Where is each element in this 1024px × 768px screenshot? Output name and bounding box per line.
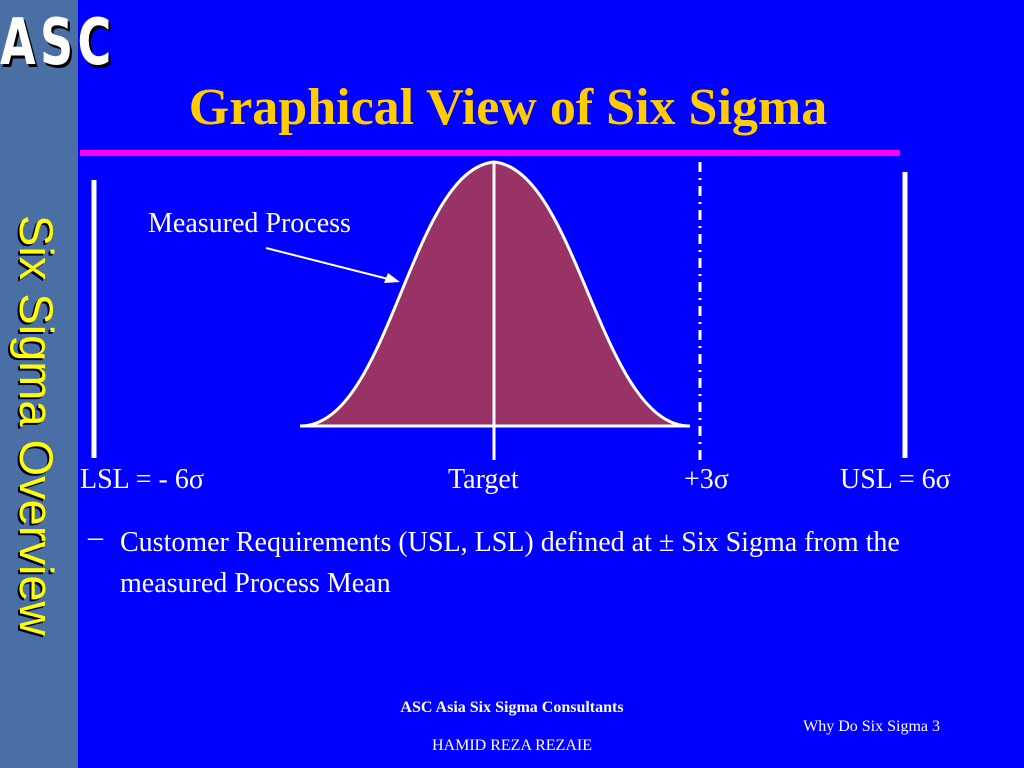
footer-author: HAMID REZA REZAIE	[432, 737, 592, 754]
bullet-text: Customer Requirements (USL, LSL) defined…	[120, 527, 900, 599]
title-underline	[80, 150, 900, 156]
footer-company: ASC Asia Six Sigma Consultants	[400, 699, 624, 716]
slide-title: Graphical View of Six Sigma	[188, 79, 828, 136]
annotation-arrow-head	[384, 273, 400, 283]
sidebar-vertical-label: Six Sigma Overview	[10, 215, 63, 636]
footer-slide-label: Why Do Six Sigma 3	[803, 718, 940, 735]
plus-3-sigma-label: +3σ	[684, 464, 729, 495]
target-label: Target	[448, 464, 519, 495]
measured-process-label: Measured Process	[148, 208, 351, 239]
bullet-marker: –	[88, 520, 103, 553]
lsl-label: LSL = - 6σ	[80, 464, 204, 495]
sidebar	[0, 0, 78, 768]
usl-label: USL = 6σ	[840, 464, 951, 495]
annotation-arrow-shaft	[265, 247, 393, 281]
